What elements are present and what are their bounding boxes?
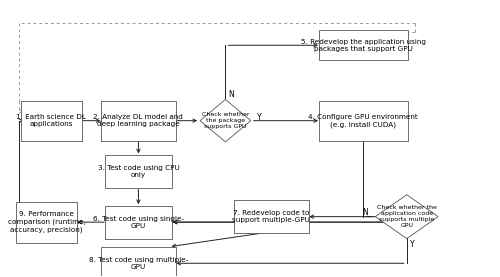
Text: N: N [362,208,368,217]
Text: Check whether
the package
supports GPU: Check whether the package supports GPU [202,112,249,129]
Polygon shape [200,99,251,142]
FancyBboxPatch shape [21,101,82,140]
Text: 6. Test code using single-
GPU: 6. Test code using single- GPU [93,216,184,229]
Text: 8. Test code using multiple-
GPU: 8. Test code using multiple- GPU [88,257,188,270]
FancyBboxPatch shape [318,30,408,60]
FancyBboxPatch shape [16,202,77,243]
Text: 7. Redevelop code to
support multiple-GPU: 7. Redevelop code to support multiple-GP… [232,210,310,223]
FancyBboxPatch shape [101,247,176,277]
FancyBboxPatch shape [318,101,408,140]
Text: Check whether the
application code
supports multiple
GPU: Check whether the application code suppo… [377,206,436,228]
Text: N: N [228,90,234,99]
Text: Y: Y [410,240,415,248]
FancyBboxPatch shape [104,155,172,188]
Text: 1. Earth science DL
applications: 1. Earth science DL applications [16,114,86,127]
Text: Y: Y [257,113,262,122]
Text: 3. Test code using CPU
only: 3. Test code using CPU only [98,165,180,178]
Text: 4. Configure GPU environment
(e.g. install CUDA): 4. Configure GPU environment (e.g. insta… [308,114,418,127]
FancyBboxPatch shape [234,200,309,233]
Text: 2. Analyze DL model and
deep learning package: 2. Analyze DL model and deep learning pa… [94,114,184,127]
Text: 9. Performance
comparison (runtime,
accuracy, precision): 9. Performance comparison (runtime, accu… [8,211,86,233]
Polygon shape [376,195,438,238]
FancyBboxPatch shape [101,101,176,140]
FancyBboxPatch shape [104,206,172,238]
Text: 5. Redevelop the application using
packages that support GPU: 5. Redevelop the application using packa… [300,39,426,52]
